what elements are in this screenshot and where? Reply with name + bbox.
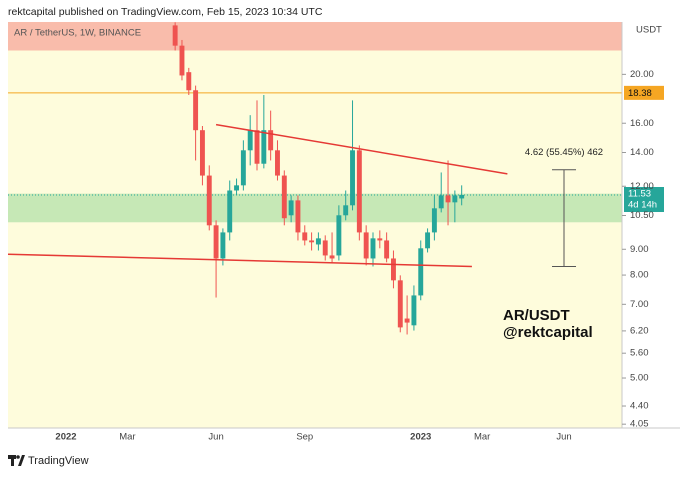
candle-body xyxy=(336,215,342,256)
last-price-label xyxy=(624,187,664,213)
y-tick-label: 20.00 xyxy=(630,69,654,80)
y-tick-label: 8.00 xyxy=(630,270,649,281)
y-tick-label: 9.00 xyxy=(630,244,649,255)
x-tick-label: Jun xyxy=(208,432,223,443)
header: rektcapital published on TradingView.com… xyxy=(8,6,323,18)
x-tick-label: Mar xyxy=(474,432,490,443)
y-axis-label: USDT xyxy=(636,25,662,36)
candle-body xyxy=(220,232,226,259)
last-price-text: 11.53 xyxy=(628,189,651,200)
y-tick-label: 7.00 xyxy=(630,299,649,310)
level-price-text: 18.38 xyxy=(628,88,652,99)
candle-body xyxy=(275,150,280,176)
candle-body xyxy=(213,225,219,259)
candle-body xyxy=(425,232,431,249)
y-tick-label: 5.00 xyxy=(630,373,649,384)
candle-body xyxy=(411,295,417,326)
candle-body xyxy=(390,258,396,281)
x-tick-label: Jun xyxy=(556,432,571,443)
candle-body xyxy=(234,185,240,191)
candle-body xyxy=(431,208,437,233)
candle-body xyxy=(452,195,458,203)
candle-body xyxy=(172,25,178,46)
level-price-label xyxy=(624,85,664,100)
x-tick-label: 2022 xyxy=(55,432,76,443)
footer: TradingView xyxy=(28,455,89,467)
logo-part xyxy=(16,455,20,459)
zone xyxy=(8,22,622,51)
candle-body xyxy=(206,175,212,226)
y-tick-label: 16.00 xyxy=(630,118,654,129)
symbol-label: AR / TetherUS, 1W, BINANCE xyxy=(14,28,141,39)
candle-body xyxy=(418,248,424,296)
countdown-text: 4d 14h xyxy=(628,200,657,211)
candle-body xyxy=(281,175,287,219)
candle-body xyxy=(227,190,233,233)
y-tick-label: 14.00 xyxy=(630,147,654,158)
x-tick-label: Sep xyxy=(296,432,313,443)
y-tick-label: 10.50 xyxy=(630,210,654,221)
candle-body xyxy=(268,130,274,151)
measure-label: 4.62 (55.45%) 462 xyxy=(525,147,603,158)
candle-body xyxy=(199,130,205,176)
candle-body xyxy=(329,255,335,259)
logo-part xyxy=(18,455,25,466)
watermark-line: AR/USDT xyxy=(503,307,570,324)
candle-body xyxy=(438,195,444,209)
candle-body xyxy=(343,205,349,216)
candle-body xyxy=(322,240,328,256)
y-tick-label: 4.05 xyxy=(630,419,649,430)
footer-logo xyxy=(8,455,25,466)
candle-body xyxy=(179,45,185,76)
candle-body xyxy=(247,130,253,151)
candle-body xyxy=(261,130,267,164)
plot-background xyxy=(8,22,622,428)
candle-body xyxy=(445,195,451,203)
candle-body xyxy=(404,318,410,323)
y-tick-label: 12.00 xyxy=(630,181,654,192)
x-tick-label: Mar xyxy=(119,432,135,443)
candle-body xyxy=(288,200,294,216)
candle-body xyxy=(240,150,246,186)
candle-body xyxy=(363,232,369,259)
candle-body xyxy=(356,150,362,233)
candle-body xyxy=(254,130,260,164)
candle-body xyxy=(397,280,403,328)
candle-body xyxy=(193,90,199,131)
candle-body xyxy=(295,200,301,233)
candle-body xyxy=(186,72,192,91)
candle-body xyxy=(370,238,376,259)
candle-body xyxy=(315,238,321,245)
watermark-line: @rektcapital xyxy=(503,324,593,341)
zone xyxy=(8,193,622,223)
candle-body xyxy=(459,195,465,199)
candle-body xyxy=(384,240,390,259)
candle-body xyxy=(309,240,315,243)
y-tick-label: 6.20 xyxy=(630,325,649,336)
y-tick-label: 5.60 xyxy=(630,348,649,359)
candle-body xyxy=(377,238,383,241)
trendline xyxy=(7,253,472,268)
x-tick-label: 2023 xyxy=(410,432,431,443)
candle-body xyxy=(350,150,355,206)
trendline xyxy=(215,123,508,175)
y-tick-label: 4.40 xyxy=(630,401,649,412)
candle-body xyxy=(302,232,308,241)
logo-part xyxy=(11,455,14,466)
